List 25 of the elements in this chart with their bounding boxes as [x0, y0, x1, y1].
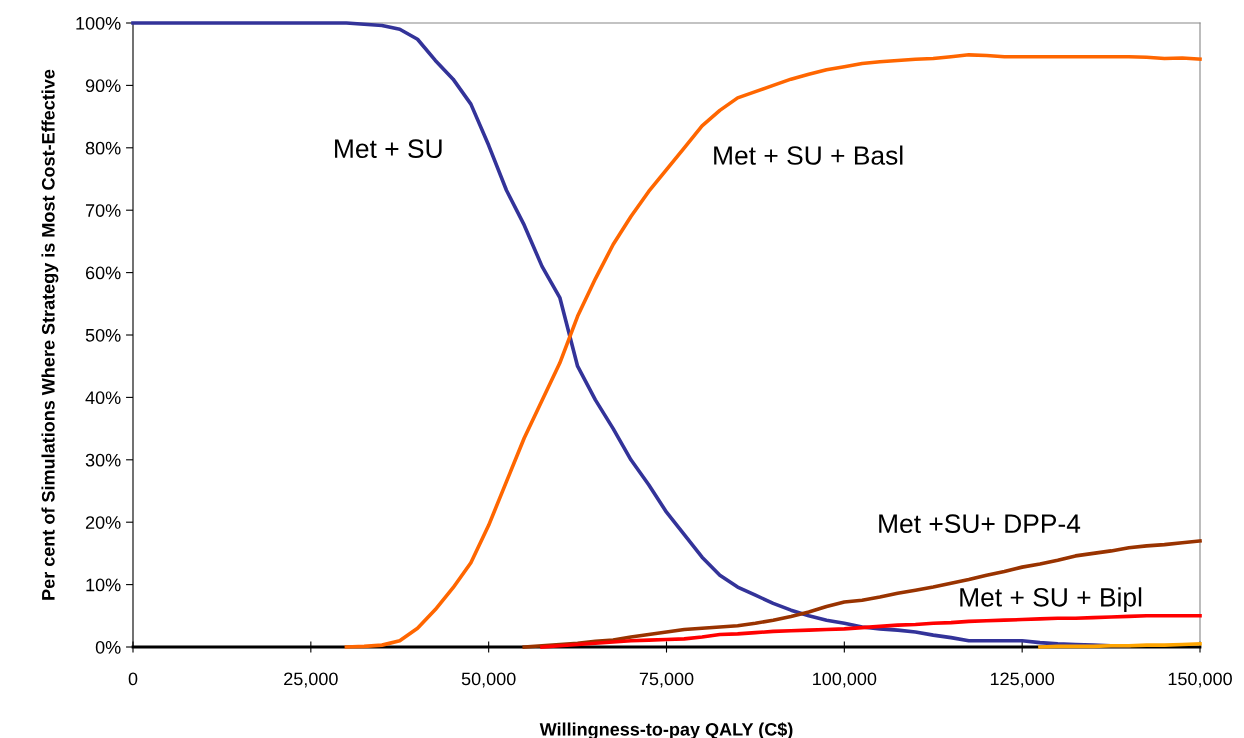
y-tick-label: 40% — [85, 391, 121, 405]
y-tick-label: 100% — [76, 16, 121, 30]
y-tick-label: 50% — [85, 328, 121, 342]
x-tick-label: 50,000 — [461, 672, 516, 688]
series-label: Met + SU — [335, 139, 442, 158]
line-series — [540, 613, 1202, 649]
series-label: Met +SU+ DPP-4 — [879, 514, 1081, 534]
y-tick-label: 10% — [86, 578, 121, 592]
x-tick-label: 150,000 — [1168, 672, 1232, 688]
x-tick-label: 0 — [128, 672, 138, 686]
y-tick-label: 30% — [85, 453, 121, 467]
x-tick-label: 75,000 — [639, 672, 694, 688]
y-tick-label: 0% — [95, 640, 121, 654]
line-series — [522, 539, 1202, 649]
x-tick-label: 100,000 — [813, 672, 877, 688]
series-label: Met + SU + Basl — [714, 145, 903, 165]
x-tick-label: 25,000 — [284, 672, 338, 688]
y-tick-label: 20% — [85, 516, 121, 529]
y-axis-title: Per cent of Simulations Where Strategy is Most Cost-Effective — [41, 69, 59, 600]
y-tick-label: 70% — [85, 204, 121, 217]
x-tick-label: 125,000 — [990, 672, 1055, 688]
y-tick-label: 90% — [85, 79, 121, 93]
y-tick-label: 80% — [85, 141, 121, 155]
y-tick-label: 60% — [85, 266, 121, 280]
series-label: Met + SU + Bipl — [960, 587, 1142, 612]
